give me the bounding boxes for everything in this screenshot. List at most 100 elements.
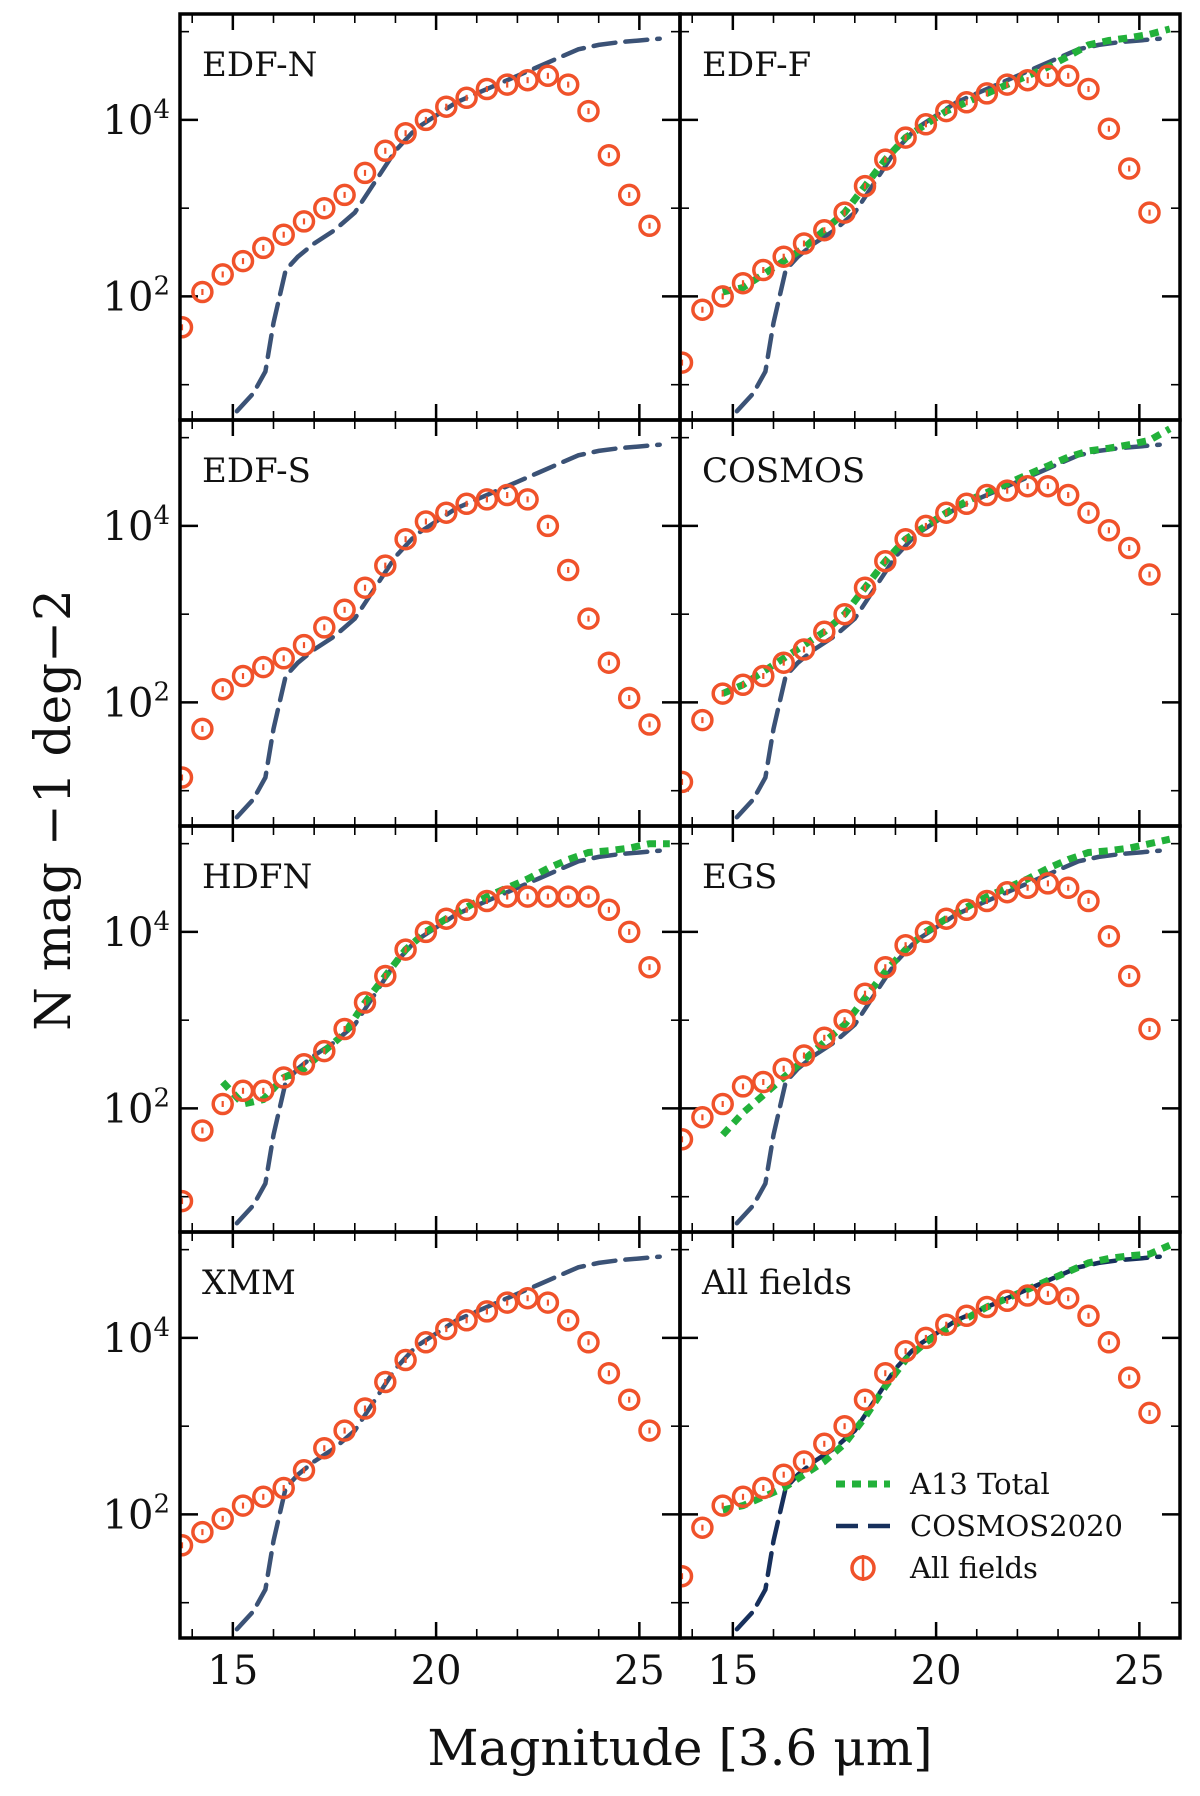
data-point [353, 576, 377, 599]
y-tick-label: 102 [103, 271, 170, 320]
data-point [394, 938, 417, 961]
panel-label: EDF-S [202, 451, 311, 491]
data-point [1016, 876, 1039, 900]
data-point [1077, 1304, 1100, 1328]
legend-label: COSMOS2020 [910, 1509, 1123, 1543]
data-point [772, 245, 795, 268]
panel-label: EDF-F [702, 45, 811, 85]
data-point [191, 1119, 214, 1142]
data-point [252, 1485, 275, 1509]
legend: A13 Total COSMOS2020 All fields [836, 1467, 1123, 1585]
y-tick-label: 104 [103, 95, 170, 144]
data-point [180, 766, 194, 789]
data-point [638, 713, 661, 736]
data-point [711, 285, 734, 308]
data-point [874, 148, 897, 171]
data-point [516, 488, 539, 511]
data-point [731, 271, 755, 295]
data-point [995, 73, 1019, 96]
data-point [752, 1070, 775, 1094]
x-tick-labels: 15 20 25 15 20 25 [207, 1648, 1164, 1694]
data-point [833, 1008, 856, 1032]
data-point [975, 483, 999, 507]
data-point [792, 1450, 816, 1473]
panel-all-fields: All fields A13 Total COSMOS2020 All fields [678, 1230, 1182, 1640]
data-point [597, 651, 621, 674]
data-point [211, 677, 234, 701]
data-point [1117, 157, 1141, 180]
x-tick-label: 25 [614, 1648, 665, 1694]
plot-area [680, 25, 1171, 414]
data-point [455, 86, 478, 110]
data-point [894, 933, 917, 957]
panel-edf-s: EDF-S 104 102 [103, 418, 682, 828]
data-point [680, 351, 694, 374]
data-point [691, 708, 714, 732]
data-point [252, 655, 275, 679]
data-point [813, 620, 836, 644]
data-point [617, 920, 641, 944]
data-point [955, 898, 978, 922]
panel-label: XMM [202, 1263, 296, 1303]
data-point [333, 183, 356, 207]
data-point [231, 1494, 255, 1517]
data-point [691, 1106, 714, 1129]
data-point [556, 73, 580, 96]
data-point [292, 1053, 316, 1076]
data-point [353, 1397, 377, 1420]
data-point [414, 108, 438, 132]
data-point [638, 955, 661, 979]
data-point [1097, 1331, 1121, 1354]
data-point [333, 1017, 356, 1041]
data-point [914, 1326, 938, 1350]
data-point [935, 907, 958, 930]
data-point [813, 1432, 836, 1456]
data-point [1016, 68, 1039, 92]
y-tick-label: 102 [103, 1489, 170, 1538]
data-point [556, 885, 580, 908]
data-point [1117, 1366, 1141, 1389]
data-point [995, 880, 1019, 904]
data-point [495, 483, 519, 507]
data-point [833, 602, 856, 626]
data-point [272, 1476, 295, 1500]
data-point [374, 139, 397, 163]
data-point [394, 121, 417, 145]
data-point [475, 77, 499, 101]
data-point [1138, 1017, 1161, 1041]
data-point [955, 492, 978, 516]
data-point [435, 1317, 458, 1341]
data-point [374, 1370, 397, 1394]
data-point [475, 1300, 499, 1323]
data-point [353, 991, 377, 1014]
plot-area [180, 36, 662, 414]
data-point [731, 673, 755, 697]
data-point [853, 576, 877, 599]
data-point [691, 1516, 714, 1539]
data-point [752, 664, 775, 688]
data-point [556, 558, 580, 582]
data-point [752, 1476, 775, 1500]
data-point [680, 770, 694, 794]
data-point [772, 651, 795, 674]
data-point [1036, 474, 1060, 498]
data-point [935, 99, 958, 123]
y-tick-label: 102 [103, 677, 170, 726]
data-point [292, 633, 316, 657]
data-point [536, 885, 560, 908]
data-point [597, 1361, 621, 1385]
data-point [231, 249, 255, 273]
plot-area [180, 1254, 662, 1632]
data-point [914, 514, 938, 538]
data-point [394, 527, 417, 551]
data-point [813, 1026, 836, 1050]
data-point [813, 218, 836, 242]
data-point [1036, 872, 1060, 895]
data-point [617, 1388, 641, 1411]
data-point [272, 223, 295, 246]
data-point [1036, 1282, 1060, 1306]
data-point [1117, 964, 1141, 988]
panel-label: COSMOS [702, 451, 865, 491]
data-point [180, 1534, 194, 1557]
data-point [495, 1291, 519, 1314]
